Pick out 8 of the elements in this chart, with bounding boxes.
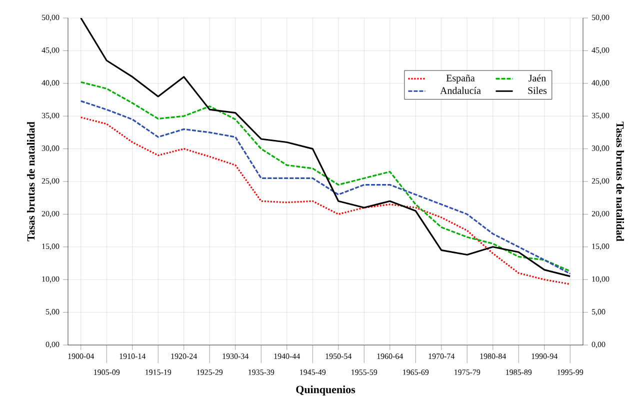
legend-label: Siles [528,86,547,94]
line-series [80,18,571,278]
legend-label: Andalucía [440,86,481,94]
x-axis-title: Quinquenios [296,386,356,396]
y2-axis-title: Tasas brutas de natalidad [616,122,624,242]
legend-label: España [446,74,475,84]
y-axis-title: Tasas brutas de natalidad [26,122,35,242]
legend-label: Jaén [528,74,546,82]
